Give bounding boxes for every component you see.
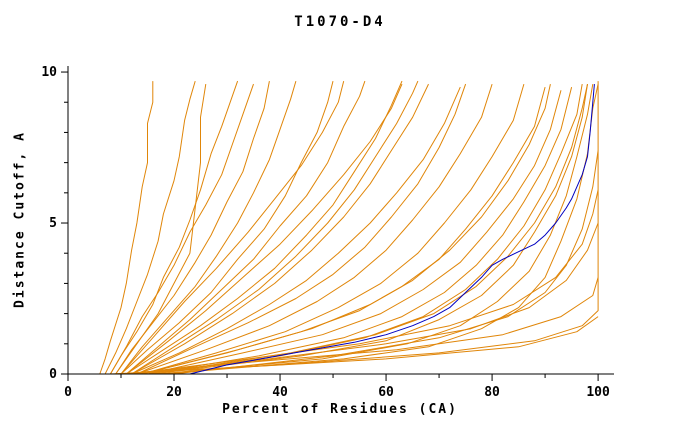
model-curve bbox=[99, 81, 154, 375]
model-curve bbox=[147, 90, 562, 375]
model-curve bbox=[126, 80, 403, 375]
model-curve bbox=[125, 83, 403, 375]
y-axis-label: Distance Cutoff, A bbox=[12, 131, 28, 308]
y-tick-label: 10 bbox=[41, 65, 57, 80]
model-curve bbox=[131, 83, 429, 375]
x-tick-label: 0 bbox=[64, 385, 72, 400]
model-curve bbox=[120, 277, 599, 375]
model-curve bbox=[147, 86, 573, 375]
x-tick-label: 40 bbox=[272, 385, 288, 400]
model-curve bbox=[120, 80, 297, 375]
model-curve bbox=[110, 316, 599, 375]
model-curve bbox=[120, 80, 345, 375]
x-tick-label: 20 bbox=[166, 385, 182, 400]
model-curve bbox=[120, 80, 334, 375]
chart-title: T1070-D4 bbox=[294, 14, 386, 30]
model-curve bbox=[109, 80, 239, 375]
x-tick-label: 80 bbox=[484, 385, 500, 400]
highlight-curve bbox=[189, 84, 595, 375]
model-curve bbox=[131, 80, 419, 375]
model-curve bbox=[142, 83, 525, 375]
x-axis-label: Percent of Residues (CA) bbox=[222, 402, 458, 417]
y-tick-label: 0 bbox=[49, 367, 57, 382]
model-curve bbox=[136, 83, 467, 375]
model-curve bbox=[142, 83, 551, 375]
x-tick-label: 60 bbox=[378, 385, 394, 400]
x-tick-label: 100 bbox=[586, 385, 610, 400]
model-curve bbox=[115, 81, 599, 375]
model-curve bbox=[152, 84, 583, 375]
model-curve bbox=[125, 80, 366, 375]
model-curve bbox=[104, 80, 196, 375]
model-curve bbox=[136, 83, 493, 375]
model-curve bbox=[158, 84, 594, 375]
model-curve bbox=[115, 84, 207, 375]
model-curve bbox=[109, 83, 254, 375]
model-curve bbox=[152, 84, 588, 375]
model-curve bbox=[131, 86, 461, 375]
model-curve bbox=[152, 83, 588, 375]
model-curve bbox=[173, 150, 599, 375]
model-curve bbox=[142, 86, 546, 375]
model-curve bbox=[136, 222, 599, 375]
y-tick-label: 5 bbox=[49, 216, 57, 231]
